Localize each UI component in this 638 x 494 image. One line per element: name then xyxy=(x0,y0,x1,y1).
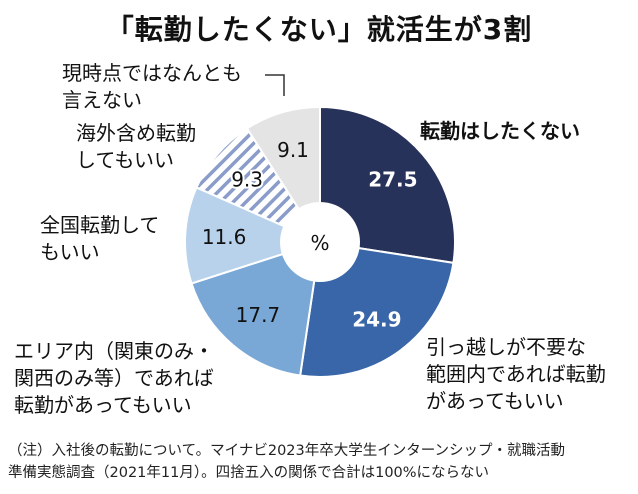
slice-value-3: 11.6 xyxy=(202,225,247,249)
unit-label: % xyxy=(310,231,329,255)
slice-label-line: 海外含め転勤 xyxy=(76,121,196,145)
slice-label-line: 全国転勤して xyxy=(40,213,160,237)
pie-slice-2 xyxy=(190,240,322,377)
slice-value-2: 17.7 xyxy=(236,303,281,327)
pie-slice-4 xyxy=(195,127,323,245)
slice-label-undecided: 現時点ではなんとも 言えない xyxy=(62,60,242,114)
chart-title: 「転勤したくない」就活生が3割 xyxy=(105,13,533,46)
slice-label-line: があってもいい xyxy=(426,389,564,413)
slice-label-no-relocation: 引っ越しが不要な 範囲内であれば転勤 があってもいい xyxy=(426,334,606,415)
pie-slice-3 xyxy=(184,186,323,285)
slice-label-line: 転勤はしたくない xyxy=(420,119,580,143)
slice-label-overseas: 海外含め転勤 してもいい xyxy=(76,120,196,174)
slice-label-line: してもいい xyxy=(76,148,174,172)
slice-value-1: 24.9 xyxy=(352,307,401,331)
slice-label-nationwide: 全国転勤して もいい xyxy=(40,212,159,266)
slice-label-line: 引っ越しが不要な xyxy=(426,335,586,359)
slice-label-line: 現時点ではなんとも xyxy=(62,61,242,85)
slice-label-line: もいい xyxy=(40,240,100,264)
footnote-line: 準備実態調査（2021年11月）。四捨五入の関係で合計は100%にならない xyxy=(8,465,490,481)
slice-label-line: エリア内（関東のみ・ xyxy=(14,339,214,363)
footnote: （注）入社後の転勤について。マイナビ2023年卒大学生インターンシップ・就職活動… xyxy=(8,440,565,484)
slice-value-0: 27.5 xyxy=(368,168,417,192)
slice-label-line: 言えない xyxy=(62,88,142,112)
slice-label-line: 関西のみ等）であれば xyxy=(14,366,214,390)
slice-value-5: 9.1 xyxy=(277,138,309,162)
slice-label-no-transfer: 転勤はしたくない xyxy=(420,118,580,145)
slice-value-4: 9.3 xyxy=(231,168,263,192)
leader-line-undecided xyxy=(265,74,285,96)
pie-center-hole xyxy=(280,202,360,282)
slice-label-area-only: エリア内（関東のみ・ 関西のみ等）であれば 転勤があってもいい xyxy=(14,338,214,419)
slice-label-line: 範囲内であれば転勤 xyxy=(426,362,606,386)
footnote-line: （注）入社後の転勤について。マイナビ2023年卒大学生インターンシップ・就職活動 xyxy=(8,443,566,459)
slice-label-line: 転勤があってもいい xyxy=(14,393,192,417)
